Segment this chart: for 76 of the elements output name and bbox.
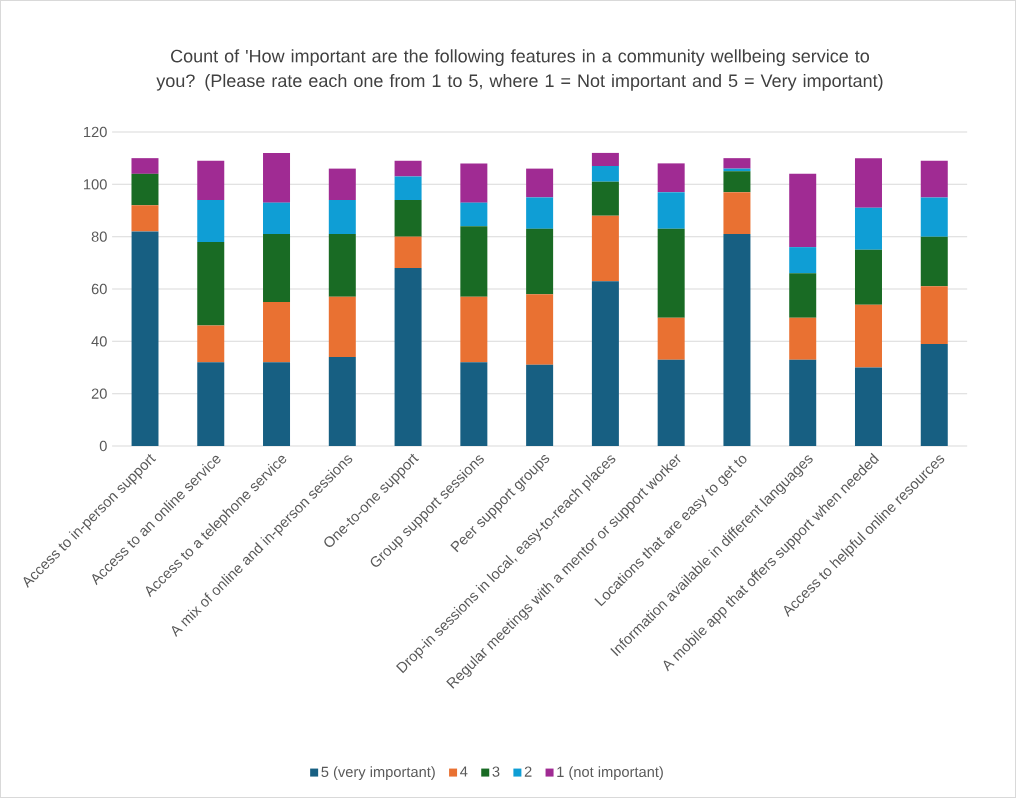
bar [328,296,356,358]
bar [328,357,356,447]
bar [197,241,225,326]
bar [394,236,422,269]
bar [131,231,159,447]
bar [526,168,554,198]
bar [657,192,685,229]
y-tick-label: 60 [91,283,107,295]
bar [591,281,619,447]
bar [591,181,619,216]
bar [263,152,291,203]
bar [394,160,422,177]
bar [460,202,488,227]
bar [131,173,159,206]
bar [394,176,422,201]
legend-label: 1 (not important) [557,766,663,780]
bar [197,200,225,242]
y-tick-label: 100 [84,179,107,190]
bar [263,362,291,447]
bar [197,325,225,363]
bar [854,207,882,250]
bar [394,268,422,447]
bar [526,364,554,447]
bar [591,215,619,282]
bar [789,247,817,274]
bar [723,158,751,169]
bar [263,302,291,363]
bar [460,163,488,203]
bar [920,343,948,447]
legend-label: 4 [460,766,468,777]
bar [328,200,356,235]
bar [460,296,488,363]
bar [657,163,685,193]
bar [526,228,554,295]
bar [789,317,817,360]
bar [197,160,225,201]
y-tick-label: 80 [91,231,107,242]
bar [723,171,751,193]
y-tick-label: 40 [91,336,107,347]
bar [328,168,356,201]
bar [920,286,948,344]
bar [131,158,159,174]
bar [526,197,554,229]
legend-label: 5 (very important) [321,766,435,780]
chart-title: Count of 'How important are the following features in a community wellbeing service to you? (Please rate each one from 1 to 5, where 1 = Not important and 5 = Very important) [156,49,883,91]
y-tick-label: 20 [91,388,107,399]
bar [789,359,817,447]
bar [197,362,225,447]
bar [591,166,619,182]
bar [591,152,619,167]
bar [789,273,817,318]
bar [131,205,159,232]
bar [854,304,882,368]
bar [460,362,488,447]
bar [789,173,817,248]
y-tick-label: 0 [99,440,107,452]
bar [723,192,751,235]
legend-label: 2 [524,766,532,777]
bar [657,228,685,318]
bar [657,317,685,360]
bar [854,158,882,208]
bar [394,200,422,237]
bar [328,234,356,297]
y-tick-label: 120 [84,126,107,138]
bar [920,160,948,198]
bar [920,197,948,237]
legend-label: 3 [492,766,500,777]
bar [460,226,488,297]
bar [854,367,882,447]
bar [854,249,882,305]
bar [263,202,291,235]
bar [920,236,948,287]
bar [526,294,554,365]
bar [263,234,291,303]
bar [723,234,751,447]
bar [657,359,685,447]
